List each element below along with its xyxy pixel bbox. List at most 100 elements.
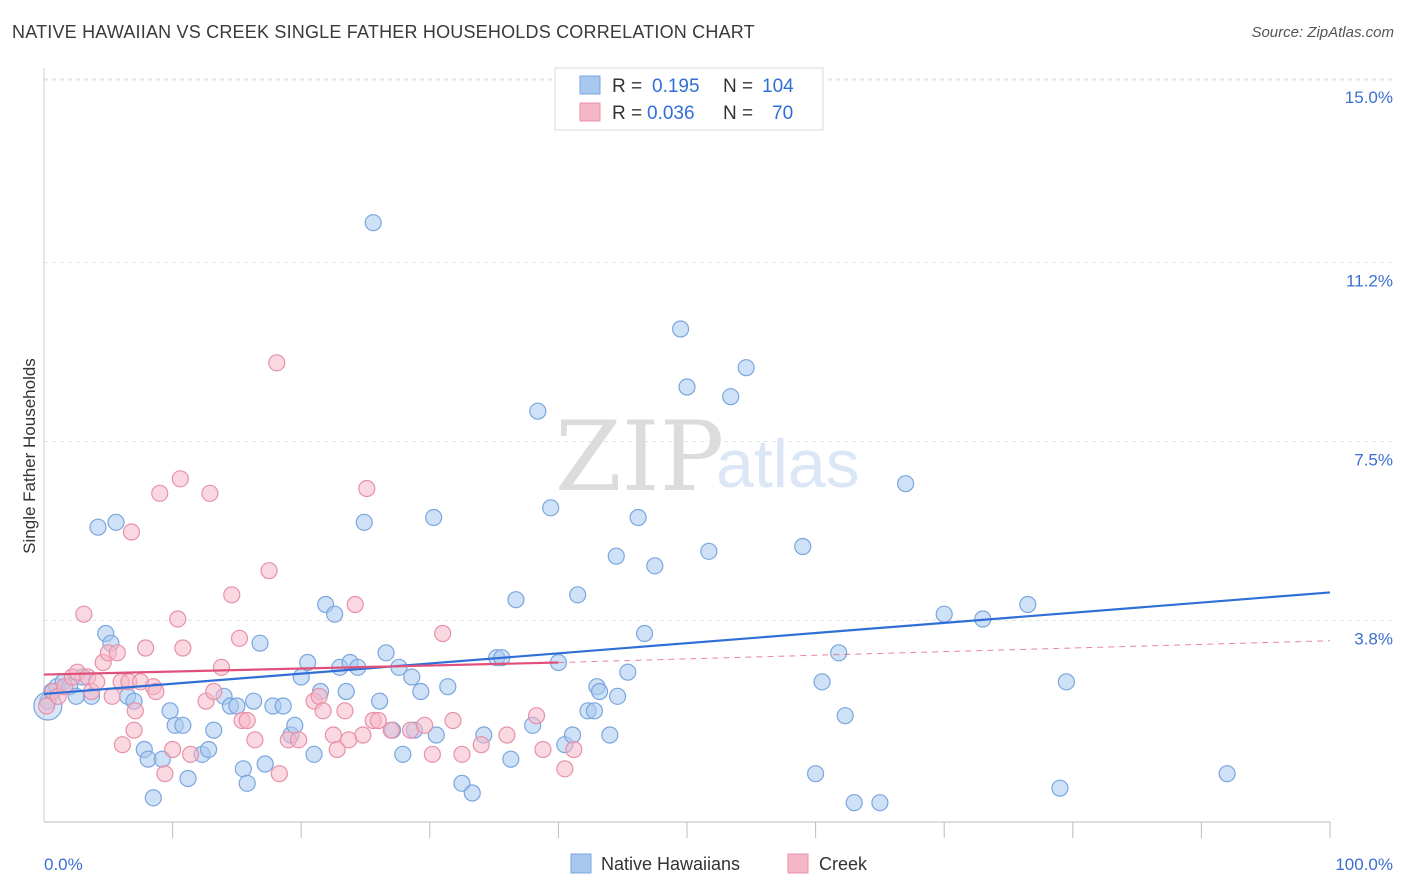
native-hawaiians-point-15 <box>144 789 162 807</box>
native-hawaiians-point-85 <box>671 320 690 338</box>
legend-n-label-2: N = <box>723 103 753 124</box>
creek-point-41 <box>268 354 286 372</box>
y-axis-label: Single Father Households <box>20 358 39 554</box>
creek-point-42 <box>270 765 288 783</box>
x-tick-marks <box>172 822 1331 838</box>
creek-point-62 <box>444 711 462 730</box>
native-hawaiians-point-94 <box>836 707 854 725</box>
creek-point-64 <box>472 736 490 754</box>
creek-point-9 <box>88 673 106 691</box>
native-hawaiians-point-78 <box>601 726 619 744</box>
native-hawaiians-point-42 <box>326 605 344 623</box>
legend-n-value-1: 104 <box>762 76 794 97</box>
native-hawaiians-point-77 <box>590 682 609 701</box>
native-hawaiians-point-38 <box>299 653 317 672</box>
creek-point-13 <box>108 644 126 662</box>
native-hawaiians-point-97 <box>897 475 915 493</box>
native-hawaiians-point-57 <box>425 508 443 527</box>
creek-point-47 <box>314 702 332 720</box>
native-hawaiians-point-48 <box>364 214 382 232</box>
native-hawaiians-point-91 <box>806 765 825 783</box>
native-hawaiians-point-18 <box>161 702 179 720</box>
native-hawaiians-point-29 <box>238 774 256 792</box>
native-hawaiians-point-28 <box>234 760 252 778</box>
legend-n-label-1: N = <box>723 76 753 97</box>
native-hawaiians-trend-line <box>43 591 1331 696</box>
creek-point-0 <box>37 697 56 715</box>
creek-point-66 <box>527 707 546 725</box>
native-hawaiians-point-59 <box>439 678 457 696</box>
legend-r-value-1: 0.195 <box>652 76 700 97</box>
watermark-atlas: atlas <box>716 426 860 502</box>
native-hawaiians-point-92 <box>813 673 831 691</box>
creek-point-61 <box>434 624 452 643</box>
native-hawaiians-point-65 <box>502 750 520 768</box>
x-tick-label-0: 0.0% <box>44 855 83 874</box>
native-hawaiians-point-34 <box>274 697 292 715</box>
native-hawaiians-point-84 <box>646 557 664 575</box>
creek-point-48 <box>324 726 342 744</box>
native-hawaiians-point-49 <box>371 692 389 710</box>
native-hawaiians-point-93 <box>830 644 848 662</box>
native-hawaiians-point-86 <box>678 378 696 396</box>
creek-point-57 <box>382 721 400 739</box>
legend-r-label-2: R = <box>612 103 642 124</box>
native-hawaiians-point-23 <box>200 740 218 759</box>
native-hawaiians-point-83 <box>635 624 654 643</box>
native-hawaiians-point-79 <box>607 547 625 565</box>
creek-point-12 <box>103 687 121 705</box>
bottom-legend-label-creek: Creek <box>819 854 868 874</box>
native-hawaiians-point-11 <box>107 513 125 531</box>
creek-point-39 <box>246 731 264 749</box>
bottom-legend-swatch-creek <box>787 853 809 874</box>
native-hawaiians-point-81 <box>619 663 637 681</box>
native-hawaiians-point-58 <box>427 726 445 744</box>
y-tick-label-0: 3.8% <box>1354 629 1393 648</box>
creek-point-25 <box>156 765 174 783</box>
y-tick-label-2: 11.2% <box>1346 272 1393 291</box>
series-native-hawaiians <box>33 214 1236 812</box>
native-hawaiians-point-87 <box>700 542 718 560</box>
native-hawaiians-point-31 <box>251 634 269 652</box>
native-hawaiians-point-82 <box>629 508 647 527</box>
watermark-zip: ZIP <box>555 401 724 513</box>
creek-point-60 <box>423 745 441 763</box>
series-creek <box>37 354 583 783</box>
native-hawaiians-point-96 <box>871 794 889 812</box>
creek-point-35 <box>223 586 241 604</box>
native-hawaiians-point-30 <box>245 692 263 710</box>
native-hawaiians-point-75 <box>585 702 604 720</box>
creek-point-38 <box>238 711 256 730</box>
chart-title: NATIVE HAWAIIAN VS CREEK SINGLE FATHER H… <box>12 22 755 42</box>
creek-point-30 <box>182 745 200 763</box>
creek-point-50 <box>336 702 354 720</box>
creek-point-68 <box>556 760 574 778</box>
creek-point-19 <box>126 702 144 720</box>
creek-point-6 <box>75 605 93 623</box>
native-hawaiians-point-54 <box>403 668 421 686</box>
chart-source: Source: ZipAtlas.com <box>1251 24 1394 41</box>
creek-trend-line <box>43 661 559 676</box>
native-hawaiians-point-101 <box>1051 779 1069 797</box>
native-hawaiians-point-102 <box>1057 673 1075 691</box>
creek-point-24 <box>151 484 169 502</box>
native-hawaiians-point-68 <box>529 402 547 420</box>
trend-lines <box>43 591 1331 696</box>
native-hawaiians-point-39 <box>305 745 323 763</box>
native-hawaiians-point-100 <box>1019 595 1037 614</box>
creek-point-33 <box>205 682 223 701</box>
native-hawaiians-point-53 <box>394 745 412 763</box>
creek-point-69 <box>565 740 583 759</box>
bottom-legend-swatch-native-hawaiians <box>570 853 592 874</box>
native-hawaiians-point-72 <box>563 726 582 744</box>
native-hawaiians-point-37 <box>292 668 310 686</box>
x-tick-labels: 0.0% 100.0% <box>44 855 1393 874</box>
creek-point-54 <box>358 479 376 498</box>
creek-point-32 <box>201 484 219 502</box>
native-hawaiians-point-36 <box>286 716 304 734</box>
native-hawaiians-point-90 <box>794 537 812 556</box>
legend-r-label-1: R = <box>612 76 642 97</box>
native-hawaiians-point-21 <box>179 769 197 788</box>
creek-point-53 <box>354 726 372 744</box>
creek-point-46 <box>310 687 328 705</box>
